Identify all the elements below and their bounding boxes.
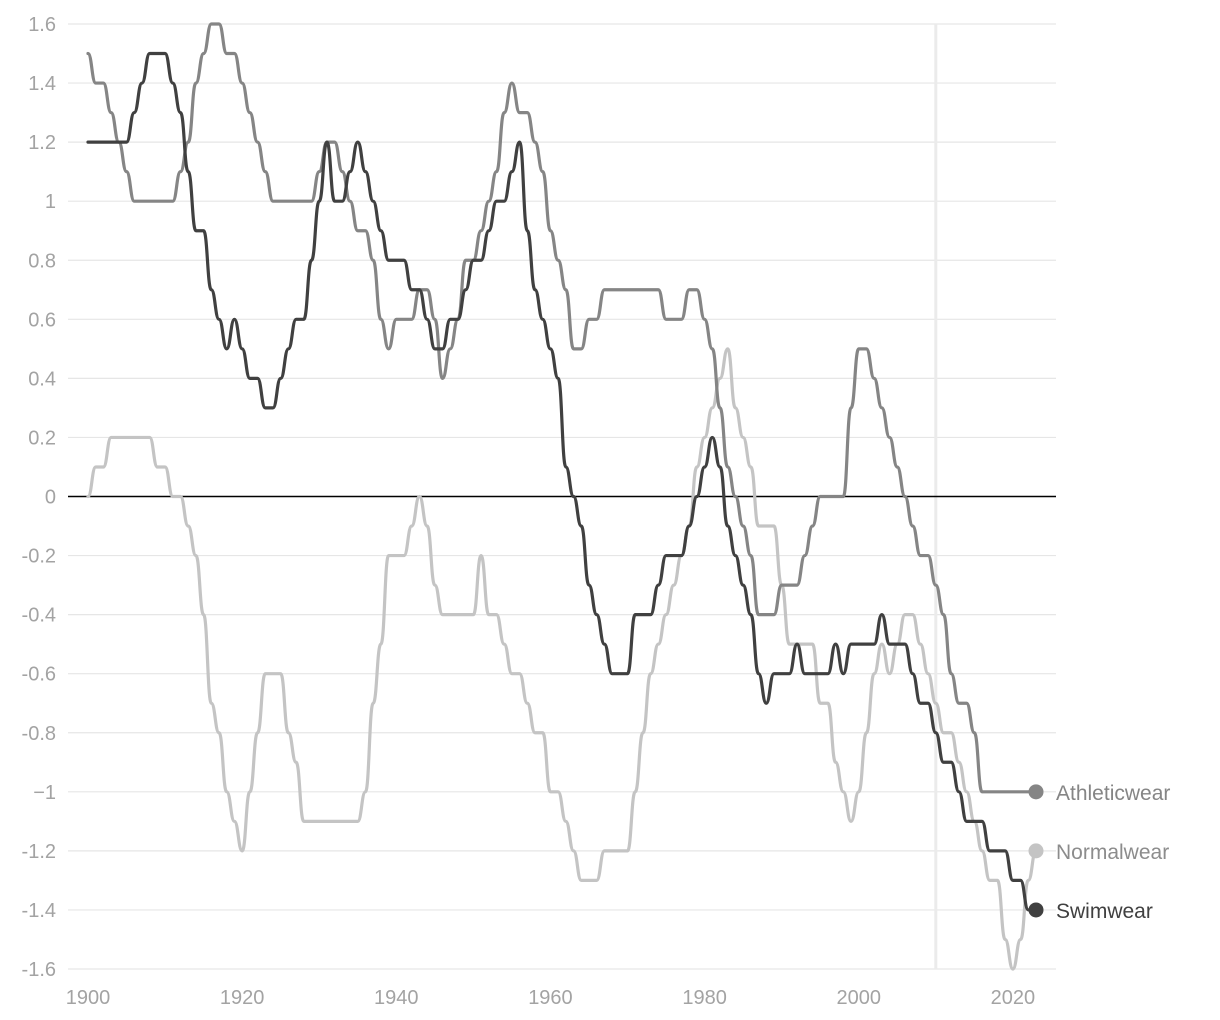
y-axis-tick-labels: 1.6 1.4 1.2 1 0.8 0.6 0.4 0.2 0 -0.2 -0.4 -0.6 -0.8 −… <box>22 14 56 981</box>
x-tick-label: 2000 <box>836 987 881 1009</box>
series-line-normalwear <box>86 347 1038 971</box>
end-marker-swimwear <box>1028 902 1044 918</box>
x-tick-label: 1960 <box>528 987 573 1009</box>
end-label-normalwear: Normalwear <box>1056 841 1169 864</box>
x-tick-label: 1940 <box>374 987 419 1009</box>
end-label-swimwear: Swimwear <box>1056 900 1153 923</box>
x-axis-tick-labels: 1900 1920 1940 1960 1980 2000 2020 <box>66 987 1035 1009</box>
y-tick-label: -0.4 <box>22 605 56 627</box>
y-tick-label: 0.6 <box>28 309 56 331</box>
x-tick-label: 1900 <box>66 987 111 1009</box>
end-label-athleticwear: Athleticwear <box>1056 782 1170 805</box>
y-tick-label: 0.2 <box>28 427 56 449</box>
y-tick-label: 1 <box>45 191 56 213</box>
y-tick-label: -1.6 <box>22 959 56 981</box>
series-line-swimwear <box>86 51 1038 912</box>
y-tick-label: -1.4 <box>22 900 56 922</box>
end-marker-normalwear <box>1028 843 1044 859</box>
x-tick-label: 2020 <box>991 987 1036 1009</box>
y-tick-label: -1.2 <box>22 841 56 863</box>
y-tick-label: 1.6 <box>28 14 56 36</box>
y-tick-label: 1.4 <box>28 73 56 95</box>
end-labels: Normalwear Athleticwear Swimwear <box>1056 782 1170 923</box>
y-tick-label: 0.8 <box>28 250 56 272</box>
end-markers <box>1028 784 1044 918</box>
y-tick-label: -0.8 <box>22 723 56 745</box>
y-tick-label: 1.2 <box>28 132 56 154</box>
y-tick-label: −1 <box>33 782 56 804</box>
y-tick-label: -0.6 <box>22 664 56 686</box>
y-tick-label: -0.2 <box>22 546 56 568</box>
x-tick-label: 1920 <box>220 987 265 1009</box>
series-lines <box>86 22 1038 971</box>
y-tick-label: 0 <box>45 487 56 509</box>
end-marker-athleticwear <box>1028 784 1044 800</box>
y-tick-label: 0.4 <box>28 368 56 390</box>
series-line-athleticwear <box>86 22 1038 794</box>
x-tick-label: 1980 <box>682 987 727 1009</box>
